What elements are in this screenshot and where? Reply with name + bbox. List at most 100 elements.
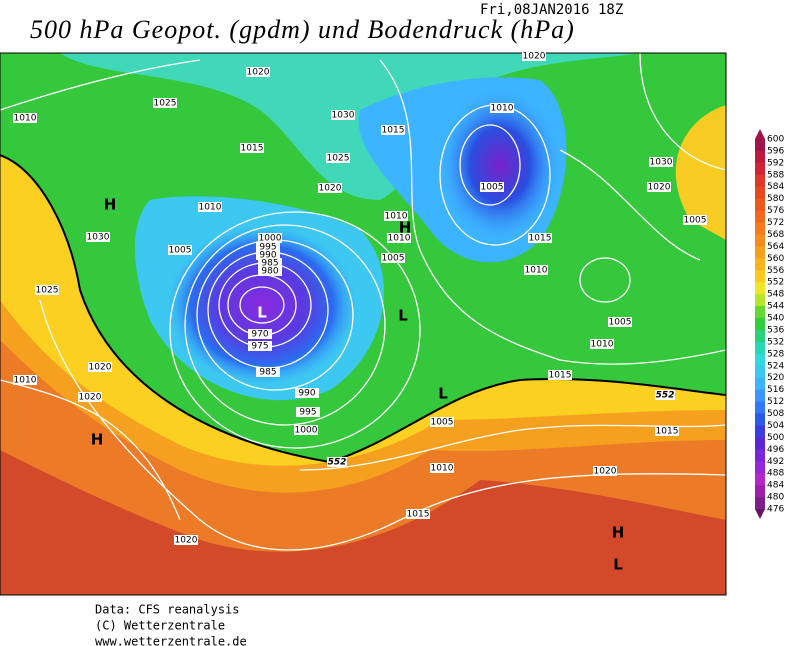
isobar-label: 1010 bbox=[14, 114, 37, 124]
isobar-label: 985 bbox=[259, 368, 276, 378]
isobar-label-bg bbox=[647, 182, 671, 192]
isobar-label-bg bbox=[13, 375, 37, 385]
colorbar-segment bbox=[755, 377, 765, 391]
colorbar-segment bbox=[755, 186, 765, 200]
colorbar-segment bbox=[755, 413, 765, 426]
isobar-label-bg bbox=[331, 110, 355, 120]
isobar-label: 1030 bbox=[87, 233, 110, 243]
colorbar-segment bbox=[755, 306, 765, 319]
isobar-label-bg bbox=[35, 285, 59, 295]
isobar-label: 1000 bbox=[295, 426, 318, 436]
pressure-center: L bbox=[613, 556, 623, 574]
isobar-label: 1020 bbox=[89, 363, 112, 373]
colorbar-label: 504 bbox=[767, 421, 784, 431]
colorbar-label: 524 bbox=[767, 361, 784, 371]
isobar-label: 1005 bbox=[382, 254, 405, 264]
isobar-label-bg bbox=[655, 426, 679, 436]
footer-line: (C) Wetterzentrale bbox=[95, 619, 225, 633]
isobar-label-bg bbox=[295, 388, 319, 398]
colorbar-segment bbox=[755, 258, 765, 271]
colorbar-segment bbox=[755, 234, 765, 247]
isobar-label: 1010 bbox=[491, 104, 514, 114]
isobar-label-bg bbox=[381, 253, 405, 263]
colorbar-segment bbox=[755, 437, 765, 450]
colorbar-tip bbox=[755, 129, 765, 139]
isobar-label: 1015 bbox=[656, 427, 679, 437]
colorbar-label: 484 bbox=[767, 481, 784, 491]
isobar-label: 990 bbox=[259, 251, 276, 261]
isobar-label: 1030 bbox=[650, 158, 673, 168]
pressure-center: H bbox=[399, 219, 412, 237]
colorbar-segment bbox=[755, 389, 765, 403]
colorbar-segment bbox=[755, 461, 765, 474]
isobar-label: 980 bbox=[261, 267, 278, 277]
isobar-label-bg bbox=[548, 370, 572, 380]
isobar-label-bg bbox=[430, 463, 454, 473]
isobar-label: 1020 bbox=[319, 184, 342, 194]
isobar-label-bg bbox=[13, 113, 37, 123]
isobar-label: 1020 bbox=[523, 52, 546, 62]
isobar-label: 990 bbox=[298, 389, 315, 399]
isobar-label-bg bbox=[490, 103, 514, 113]
colorbar-segment bbox=[755, 425, 765, 438]
isobar-label-bg bbox=[258, 258, 282, 268]
colorbar-label: 528 bbox=[767, 349, 784, 359]
isobar-label: 995 bbox=[259, 243, 276, 253]
contour-label-bg bbox=[655, 390, 675, 400]
colorbar-label: 560 bbox=[767, 254, 784, 264]
isobar-label-bg bbox=[294, 425, 318, 435]
pressure-center: H bbox=[104, 196, 117, 214]
map-field bbox=[0, 53, 726, 595]
isobar-label-bg bbox=[88, 362, 112, 372]
isobar-label: 1010 bbox=[199, 203, 222, 213]
colorbar-segment bbox=[755, 485, 765, 498]
isobar-label: 1020 bbox=[175, 536, 198, 546]
isobar-label-bg bbox=[258, 233, 282, 243]
isobar-label: 1005 bbox=[609, 318, 632, 328]
colorbar-segment bbox=[755, 198, 765, 212]
colorbar-segment bbox=[755, 139, 765, 152]
isobar-label: 1010 bbox=[385, 212, 408, 222]
colorbar-segment bbox=[755, 353, 765, 367]
isobar-label: 1005 bbox=[481, 183, 504, 193]
colorbar-label: 600 bbox=[767, 135, 784, 145]
isobar-label: 1015 bbox=[241, 144, 264, 154]
isobar-label-bg bbox=[480, 182, 504, 192]
isobar-label: 1005 bbox=[684, 216, 707, 226]
isobar-label-bg bbox=[590, 339, 614, 349]
colorbar-label: 508 bbox=[767, 409, 784, 419]
isobar-label: 1020 bbox=[247, 68, 270, 78]
isobar-label-bg bbox=[174, 535, 198, 545]
isobar-label: 1015 bbox=[529, 234, 552, 244]
colorbar-segment bbox=[755, 473, 765, 486]
title: 500 hPa Geopot. (gpdm) und Bodendruck (h… bbox=[30, 15, 575, 44]
footer-line: Data: CFS reanalysis bbox=[95, 603, 240, 617]
isobar-label-bg bbox=[248, 329, 272, 339]
isobar-label: 1005 bbox=[169, 246, 192, 256]
pressure-center: L bbox=[438, 385, 448, 403]
colorbar-segment bbox=[755, 365, 765, 379]
isobar-label-bg bbox=[326, 153, 350, 163]
isobar-label: 985 bbox=[261, 259, 278, 269]
colorbar-segment bbox=[755, 270, 765, 283]
isobar-label: 1020 bbox=[79, 393, 102, 403]
colorbar-segment bbox=[755, 497, 765, 510]
colorbar-label: 544 bbox=[767, 302, 784, 312]
isobar-label-bg bbox=[406, 509, 430, 519]
colorbar-label: 476 bbox=[767, 505, 784, 515]
colorbar-label: 572 bbox=[767, 218, 784, 228]
colorbar-segment bbox=[755, 162, 765, 176]
isobar-label-bg bbox=[318, 183, 342, 193]
isobar-label: 1005 bbox=[431, 418, 454, 428]
colorbar-label: 580 bbox=[767, 194, 784, 204]
isobar-label-bg bbox=[258, 266, 282, 276]
colorbar-segment bbox=[755, 174, 765, 188]
colorbar-label: 548 bbox=[767, 290, 784, 300]
colorbar-label: 584 bbox=[767, 182, 784, 192]
isobar-label-bg bbox=[240, 143, 264, 153]
isobar-label: 1015 bbox=[382, 126, 405, 136]
isobar-label: 1025 bbox=[327, 154, 350, 164]
pressure-center: L bbox=[398, 307, 408, 325]
colorbar-segment bbox=[755, 150, 765, 164]
